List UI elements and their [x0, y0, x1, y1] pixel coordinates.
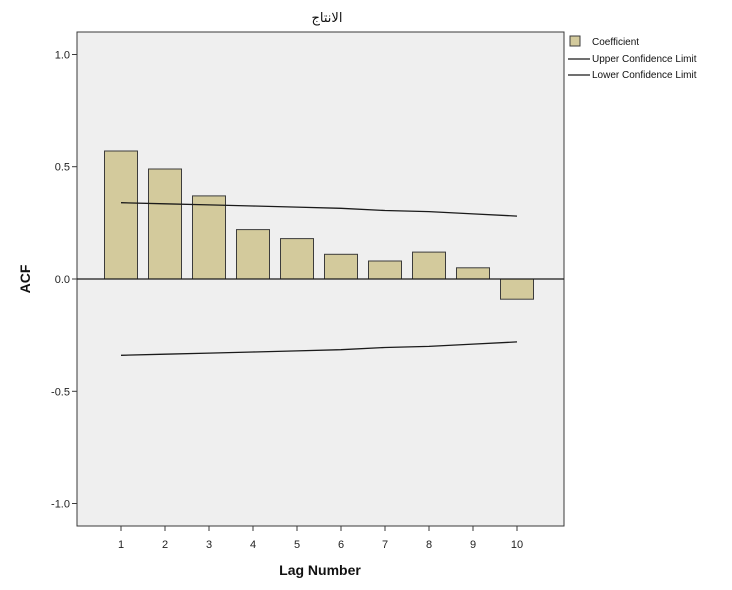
- x-tick-label: 5: [294, 539, 300, 551]
- x-tick-label: 8: [426, 539, 432, 551]
- x-tick-label: 2: [162, 539, 168, 551]
- bar-lag-9: [456, 267, 490, 280]
- legend-label-upper: Upper Confidence Limit: [592, 54, 697, 65]
- y-tick-label: -1.0: [51, 499, 70, 511]
- x-tick-label: 3: [206, 539, 212, 551]
- bar-lag-10: [500, 278, 534, 300]
- legend-swatch-coefficient: [569, 35, 581, 47]
- legend-label-lower: Lower Confidence Limit: [592, 70, 697, 81]
- bar-lag-5: [280, 238, 314, 280]
- x-axis-title: Lag Number: [279, 562, 361, 578]
- chart-title: الانتاج: [312, 10, 343, 26]
- bar-lag-4: [236, 229, 270, 280]
- x-tick-label: 6: [338, 539, 344, 551]
- bars-layer: [104, 150, 534, 300]
- x-tick-label: 9: [470, 539, 476, 551]
- bar-lag-8: [412, 251, 446, 280]
- y-axis-title: ACF: [17, 264, 33, 293]
- bar-lag-7: [368, 260, 402, 280]
- axes-layer: 1.0 0.5 0.0 -0.5 -1.0 1 2 3 4 5 6 7 8 9 10: [51, 50, 523, 552]
- y-tick-label: -0.5: [51, 386, 70, 398]
- x-tick-label: 4: [250, 539, 256, 551]
- y-tick-label: 1.0: [55, 50, 70, 62]
- y-tick-label: 0.5: [55, 162, 70, 174]
- lower-confidence-limit-line: [120, 341, 518, 356]
- x-tick-label: 10: [511, 539, 523, 551]
- bar-lag-1: [104, 150, 138, 280]
- legend: Coefficient Upper Confidence Limit Lower…: [568, 35, 697, 81]
- bar-lag-3: [192, 195, 226, 280]
- confidence-lines-layer: [77, 202, 564, 356]
- x-tick-label: 7: [382, 539, 388, 551]
- legend-label-coefficient: Coefficient: [592, 37, 639, 48]
- bar-lag-2: [148, 168, 182, 280]
- bar-lag-6: [324, 253, 358, 280]
- y-tick-label: 0.0: [55, 274, 70, 286]
- x-tick-label: 1: [118, 539, 124, 551]
- upper-confidence-limit-line: [120, 202, 518, 217]
